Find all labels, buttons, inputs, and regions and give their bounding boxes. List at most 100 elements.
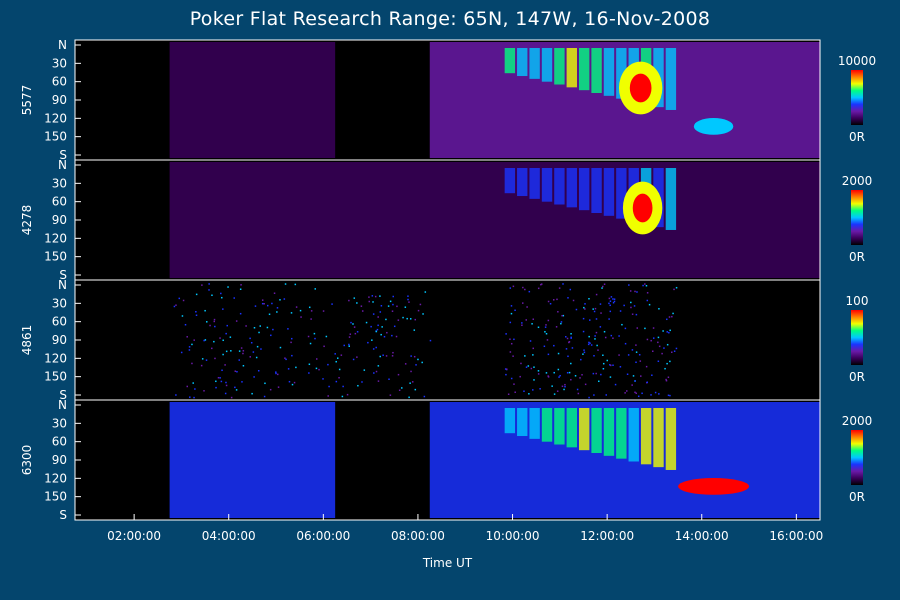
y-tick-label: S	[59, 508, 67, 522]
emission-speckle	[343, 345, 345, 347]
emission-speckle	[612, 365, 614, 367]
emission-speckle	[610, 365, 612, 367]
emission-speckle	[399, 390, 401, 392]
emission-speckle	[658, 361, 660, 363]
emission-speckle	[183, 300, 185, 302]
emission-speckle	[676, 348, 678, 350]
emission-speckle	[243, 365, 245, 367]
emission-speckle	[604, 331, 606, 333]
emission-speckle	[277, 374, 279, 376]
emission-speckle	[533, 366, 535, 368]
x-tick-label: 16:00:00	[769, 529, 823, 543]
emission-speckle	[673, 289, 675, 291]
y-tick-label: 120	[44, 471, 67, 485]
emission-speckle	[222, 340, 224, 342]
emission-speckle	[334, 353, 336, 355]
emission-speckle	[251, 342, 253, 344]
emission-arc	[505, 408, 515, 433]
emission-speckle	[380, 311, 382, 313]
x-axis-label: Time UT	[75, 556, 820, 570]
emission-speckle	[348, 344, 350, 346]
emission-speckle	[378, 380, 380, 382]
emission-speckle	[659, 346, 661, 348]
emission-speckle	[410, 318, 412, 320]
emission-speckle	[310, 318, 312, 320]
y-tick-label: 90	[52, 213, 67, 227]
emission-speckle	[511, 313, 512, 315]
emission-speckle	[651, 374, 653, 376]
emission-speckle	[430, 340, 432, 342]
emission-speckle	[352, 323, 354, 325]
emission-speckle	[225, 382, 227, 384]
emission-speckle	[558, 376, 560, 378]
emission-speckle	[658, 393, 660, 395]
emission-speckle	[381, 305, 383, 307]
emission-haze	[170, 162, 820, 278]
emission-speckle	[417, 359, 419, 361]
emission-speckle	[589, 342, 591, 344]
emission-speckle	[589, 319, 591, 321]
emission-speckle	[243, 350, 245, 352]
emission-speckle	[620, 310, 622, 312]
emission-speckle	[370, 326, 372, 328]
emission-speckle	[373, 372, 375, 374]
emission-speckle	[314, 338, 316, 340]
emission-speckle	[390, 394, 392, 396]
y-tick-label: 120	[44, 231, 67, 245]
x-tick-label: 14:00:00	[675, 529, 729, 543]
emission-speckle	[291, 355, 293, 357]
emission-speckle	[585, 384, 587, 386]
emission-speckle	[600, 312, 602, 314]
emission-speckle	[406, 318, 408, 320]
emission-speckle	[613, 302, 615, 304]
emission-speckle	[558, 369, 560, 371]
colorbar	[851, 70, 863, 125]
emission-speckle	[556, 299, 558, 301]
emission-speckle	[632, 349, 634, 351]
emission-speckle	[583, 331, 585, 333]
emission-speckle	[608, 318, 610, 320]
colorbar-min-label: 0R	[849, 250, 865, 264]
emission-speckle	[631, 384, 633, 386]
emission-speckle	[595, 373, 597, 375]
emission-speckle	[672, 313, 674, 315]
emission-speckle	[611, 335, 613, 337]
emission-speckle	[418, 310, 420, 312]
emission-speckle	[367, 342, 369, 344]
emission-speckle	[328, 386, 330, 388]
emission-speckle	[208, 283, 210, 285]
emission-speckle	[226, 385, 228, 387]
emission-speckle	[208, 289, 210, 291]
emission-arc	[567, 48, 577, 87]
emission-speckle	[601, 287, 603, 289]
emission-speckle	[600, 326, 602, 328]
emission-speckle	[409, 382, 411, 384]
emission-speckle	[219, 377, 221, 379]
emission-speckle	[576, 309, 578, 311]
emission-speckle	[275, 373, 277, 375]
emission-arc	[653, 408, 663, 467]
emission-speckle	[222, 308, 224, 310]
emission-speckle	[611, 296, 613, 298]
emission-speckle	[596, 345, 598, 347]
emission-speckle	[287, 328, 289, 330]
y-tick-label: 60	[52, 75, 67, 89]
emission-speckle	[375, 296, 377, 298]
emission-speckle	[338, 377, 340, 379]
emission-speckle	[377, 325, 379, 327]
emission-speckle	[331, 303, 333, 305]
emission-speckle	[591, 344, 593, 346]
emission-speckle	[372, 295, 374, 297]
panel-5577: N306090120150S5577100000R	[20, 38, 876, 162]
emission-speckle	[185, 324, 187, 326]
emission-speckle	[186, 336, 188, 338]
emission-speckle	[567, 372, 569, 374]
emission-arc	[591, 48, 601, 93]
y-tick-label: 150	[44, 490, 67, 504]
emission-speckle	[588, 397, 590, 399]
emission-speckle	[588, 298, 590, 300]
emission-speckle	[567, 297, 569, 299]
emission-speckle	[422, 313, 424, 315]
emission-speckle	[182, 315, 184, 317]
emission-speckle	[511, 343, 513, 345]
